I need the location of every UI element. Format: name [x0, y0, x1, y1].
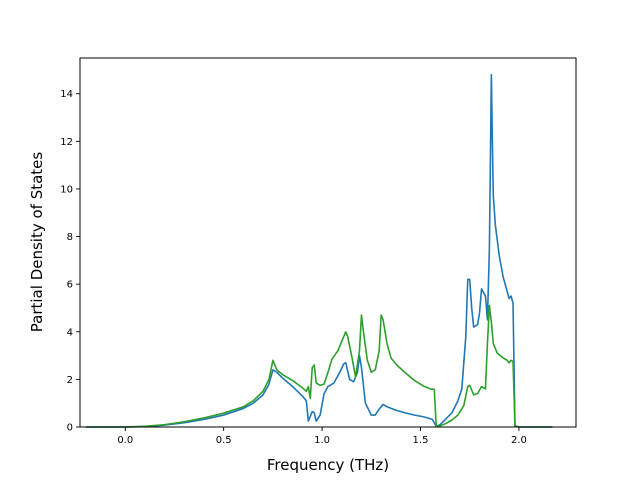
series-line-2	[85, 304, 553, 428]
y-tick-label: 4	[67, 327, 73, 338]
y-tick-label: 0	[67, 423, 73, 434]
y-tick-label: 14	[60, 89, 73, 100]
series-line-1	[85, 73, 553, 428]
y-tick-label: 10	[60, 184, 73, 195]
y-tick-label: 2	[67, 375, 73, 386]
x-tick-label: 2.0	[511, 435, 527, 446]
x-axis-label: Frequency (THz)	[267, 456, 389, 474]
y-tick-label: 8	[67, 232, 73, 243]
x-axis-ticks: 0.0 0.5 1.0 1.5 2.0	[117, 427, 527, 446]
x-tick-label: 1.0	[314, 435, 330, 446]
y-axis-ticks: 0 2 4 6 8 10 12 14	[60, 89, 80, 434]
x-tick-label: 0.5	[216, 435, 232, 446]
series-layer	[85, 73, 553, 428]
plot-frame	[79, 57, 577, 428]
x-tick-label: 0.0	[117, 435, 133, 446]
y-axis-label: Partial Density of States	[28, 152, 46, 333]
x-tick-label: 1.5	[413, 435, 429, 446]
y-tick-label: 12	[60, 137, 73, 148]
y-tick-label: 6	[67, 280, 73, 291]
